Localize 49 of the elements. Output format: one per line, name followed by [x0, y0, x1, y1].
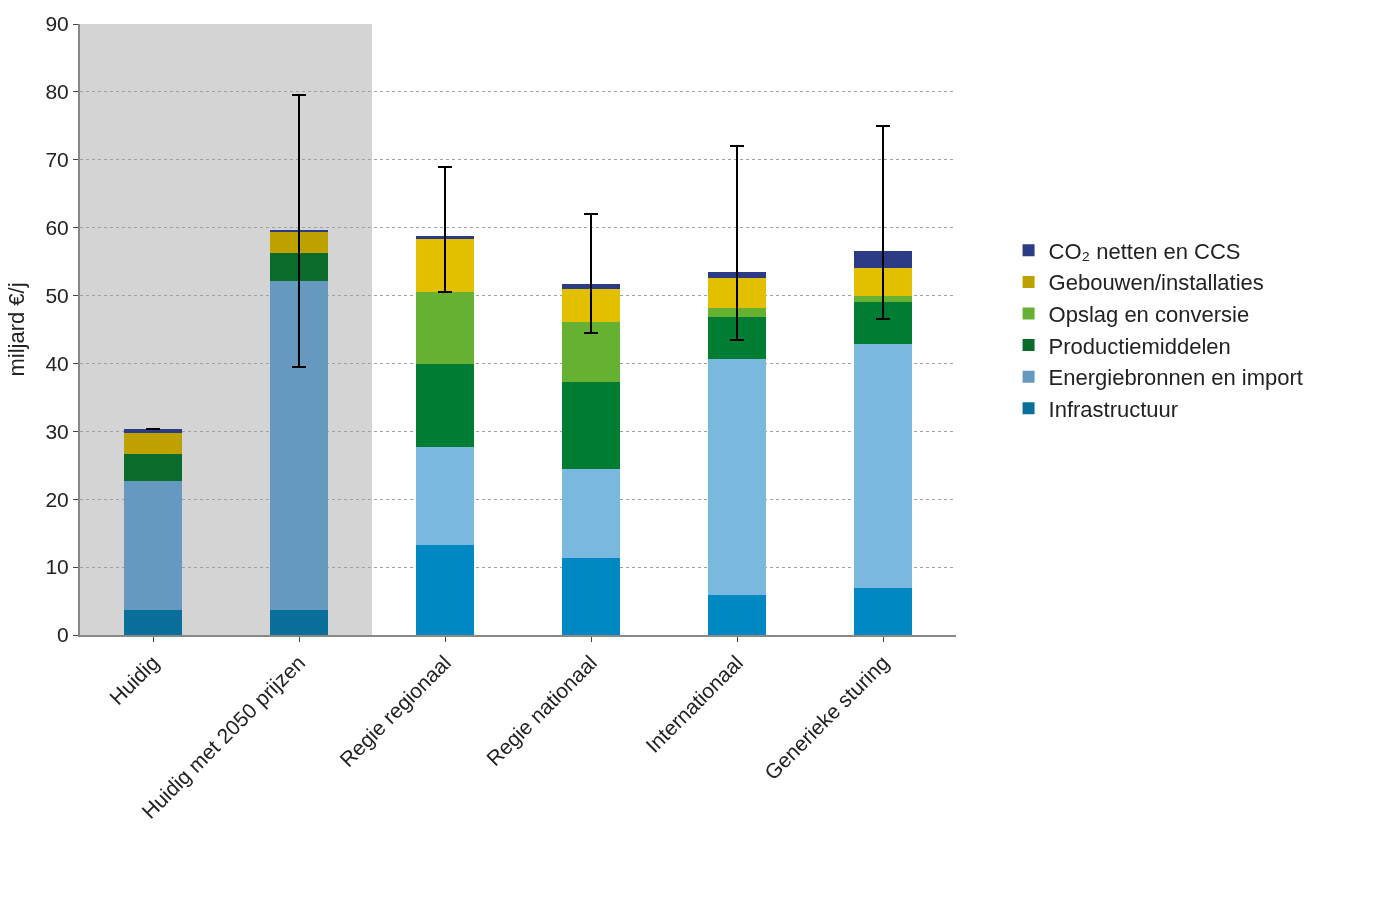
bar: [853, 301, 913, 344]
y-tick-label: 60: [45, 216, 69, 240]
y-tick-label: 30: [45, 419, 69, 443]
bar: [269, 280, 329, 610]
bar: [415, 238, 475, 293]
legend-label: Opslag en conversie: [1048, 302, 1250, 328]
bar: [269, 609, 329, 635]
bar: [415, 364, 475, 447]
bar: [123, 453, 183, 481]
bar: [123, 432, 183, 454]
bar: [269, 232, 329, 254]
bar: [415, 292, 475, 365]
y-tick-label: 40: [45, 351, 69, 375]
bar: [123, 609, 183, 635]
bar: [415, 446, 475, 546]
bar: [123, 429, 183, 433]
legend-label: Gebouwen/installaties: [1048, 270, 1264, 296]
y-tick-label: 80: [45, 80, 69, 104]
bar: [853, 588, 913, 635]
y-tick-label: 10: [45, 555, 69, 579]
bar: [853, 343, 913, 589]
bar: [561, 468, 621, 559]
bar: [853, 296, 913, 302]
bar: [707, 308, 767, 318]
legend-label: Productiemiddelen: [1048, 333, 1231, 359]
bar: [561, 322, 621, 382]
bar: [415, 235, 475, 239]
bar: [123, 480, 183, 610]
bar: [561, 558, 621, 635]
y-axis-title: miljard €/j: [3, 282, 29, 377]
y-tick-label: 90: [45, 12, 69, 36]
bar: [415, 545, 475, 635]
bar: [853, 268, 913, 297]
y-tick-label: 70: [45, 148, 69, 172]
legend-label: CO₂ netten en CCS: [1048, 238, 1241, 264]
bar: [707, 358, 767, 595]
bar: [707, 277, 767, 309]
bar: [707, 271, 767, 278]
bar: [561, 289, 621, 323]
y-tick-label: 0: [57, 623, 69, 647]
bar: [707, 317, 767, 359]
legend-label: Infrastructuur: [1048, 396, 1179, 422]
bar: [853, 250, 913, 269]
bar: [269, 253, 329, 281]
bar: [707, 594, 767, 635]
y-tick-label: 20: [45, 487, 69, 511]
legend-label: Energiebronnen en import: [1048, 365, 1303, 391]
bar: [561, 381, 621, 469]
y-tick-label: 50: [45, 283, 69, 307]
